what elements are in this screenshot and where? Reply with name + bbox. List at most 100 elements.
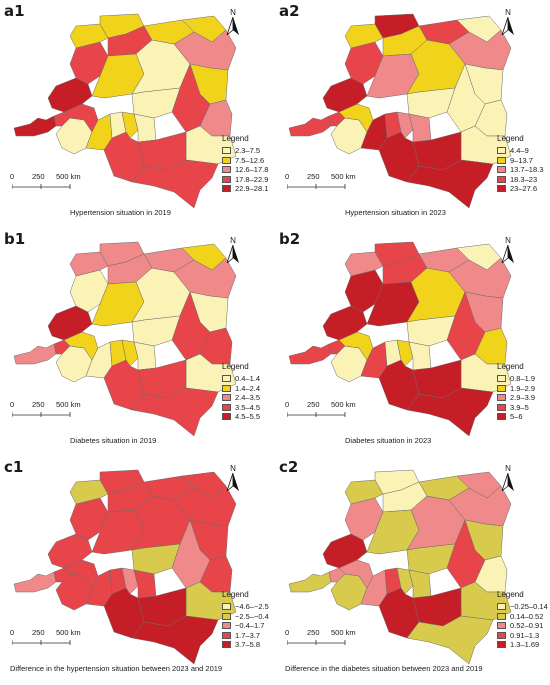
legend-title: Legend xyxy=(497,590,524,599)
province-haut-katanga xyxy=(406,159,494,209)
north-label: N xyxy=(230,8,236,17)
panel-c2: c2 N Legend −0.25–0.14 0.14–0.52 0.52–0.91 0.9… xyxy=(275,456,550,684)
province-maniema xyxy=(446,291,486,361)
scale-tick-label: 0 xyxy=(285,172,290,181)
legend: Legend 0.8–1.9 1.9–2.9 2.9–3.9 3.9–5 5–6 xyxy=(497,362,535,422)
scale-tick-label: 0 xyxy=(285,400,290,409)
map-caption: Difference in the diabetes situation bet… xyxy=(285,664,483,673)
scale-tick-label: 500 km xyxy=(331,628,356,637)
province-equateur xyxy=(344,269,384,313)
province-kongo-central xyxy=(288,343,332,365)
legend-swatch xyxy=(222,185,231,193)
legend-entry: −2.5–−0.4 xyxy=(222,612,269,622)
legend-label: −2.5–−0.4 xyxy=(235,611,269,621)
province-kasai-oriental xyxy=(396,339,414,367)
choropleth-map xyxy=(288,469,512,665)
legend-swatch xyxy=(497,375,506,383)
legend-entry: 0.8–1.9 xyxy=(497,374,535,384)
panel-label: c1 xyxy=(4,458,24,476)
province-lomami xyxy=(408,569,432,599)
legend-entry: 2.4–3.5 xyxy=(222,393,260,403)
province-haut-katanga xyxy=(131,159,219,209)
legend-swatch xyxy=(497,603,506,611)
legend-entry: 12.6–17.8 xyxy=(222,165,268,175)
province-maniema xyxy=(171,519,211,589)
scale-tick-label: 250 xyxy=(307,400,320,409)
north-arrow-icon: N xyxy=(225,464,241,491)
choropleth-map xyxy=(13,469,237,665)
legend-swatch xyxy=(497,185,506,193)
legend-swatch xyxy=(497,147,506,155)
legend-label: −0.4–1.7 xyxy=(235,621,265,631)
legend-entry: 7.5–12.6 xyxy=(222,156,268,166)
legend-entry: 3.5–4.5 xyxy=(222,403,260,413)
legend-entry: 2.3–7.5 xyxy=(222,146,268,156)
legend: Legend 4.4–9 9–13.7 13.7–18.3 18.3–23 23–27.6 xyxy=(497,134,543,194)
scale-bar: 0 250 500 km xyxy=(285,400,445,417)
north-arrow-icon: N xyxy=(500,8,516,35)
legend-label: −0.25–0.14 xyxy=(510,602,548,612)
map-caption: Hypertension situation in 2019 xyxy=(70,208,171,217)
map-caption: Difference in the hypertension situation… xyxy=(10,664,223,673)
province-kasai-oriental xyxy=(121,111,139,139)
choropleth-map xyxy=(288,241,512,437)
legend-swatch xyxy=(497,641,506,649)
north-label: N xyxy=(505,236,511,245)
panel-a2: a2 N Legend 4.4–9 9–13.7 13.7–18.3 18.3–23 23–2… xyxy=(275,0,550,228)
scale-tick-label: 500 km xyxy=(331,400,356,409)
scale-tick-label: 500 km xyxy=(56,400,81,409)
map-caption: Diabetes situation in 2023 xyxy=(345,436,432,445)
legend-swatch xyxy=(222,166,231,174)
legend-label: −4.6–−2.5 xyxy=(235,602,269,612)
province-lomami xyxy=(408,341,432,371)
legend-swatch xyxy=(497,156,506,164)
legend-entry: 1.7–3.7 xyxy=(222,631,269,641)
legend-label: 18.3–23 xyxy=(510,174,538,184)
province-kasai-oriental xyxy=(396,567,414,595)
legend-entry: 1.9–2.9 xyxy=(497,384,535,394)
legend: Legend −0.25–0.14 0.14–0.52 0.52–0.91 0.91–1… xyxy=(497,590,548,650)
legend-label: 0.14–0.52 xyxy=(510,611,544,621)
legend-label: 0.8–1.9 xyxy=(510,374,536,384)
choropleth-map xyxy=(288,13,512,209)
legend-entry: −0.25–0.14 xyxy=(497,602,548,612)
legend-swatch xyxy=(222,413,231,421)
scale-tick-label: 500 km xyxy=(331,172,356,181)
legend-swatch xyxy=(222,641,231,649)
scale-tick-label: 250 xyxy=(32,172,45,181)
scale-tick-label: 500 km xyxy=(56,172,81,181)
legend-swatch xyxy=(222,394,231,402)
legend-label: 0.52–0.91 xyxy=(510,621,544,631)
legend-title: Legend xyxy=(497,362,524,371)
scale-tick-label: 250 xyxy=(307,172,320,181)
legend-entry: 0.4–1.4 xyxy=(222,374,260,384)
legend-label: 13.7–18.3 xyxy=(510,165,544,175)
legend-swatch xyxy=(497,384,506,392)
legend-swatch xyxy=(222,147,231,155)
scale-tick-label: 250 xyxy=(32,400,45,409)
legend-entry: 23–27.6 xyxy=(497,184,543,194)
north-label: N xyxy=(230,236,236,245)
legend-swatch xyxy=(222,175,231,183)
province-haut-katanga xyxy=(406,387,494,437)
panel-c1: c1 N Legend −4.6–−2.5 −2.5–−0.4 −0.4–1.7 1.7–3… xyxy=(0,456,275,684)
legend-label: 9–13.7 xyxy=(510,155,533,165)
legend-label: 0.91–1.3 xyxy=(510,630,540,640)
scale-bar: 0 250 500 km xyxy=(285,628,445,645)
legend-label: 22.9–28.1 xyxy=(235,184,269,194)
legend-label: 17.8–22.9 xyxy=(235,174,269,184)
panel-label: c2 xyxy=(279,458,299,476)
north-label: N xyxy=(505,464,511,473)
legend-swatch xyxy=(497,403,506,411)
legend-title: Legend xyxy=(222,134,249,143)
scale-bar: 0 250 500 km xyxy=(10,628,170,645)
choropleth-map xyxy=(13,13,237,209)
legend-swatch xyxy=(497,631,506,639)
scale-tick-label: 500 km xyxy=(56,628,81,637)
legend-label: 3.5–4.5 xyxy=(235,402,261,412)
province-lomami xyxy=(133,341,157,371)
legend-swatch xyxy=(222,603,231,611)
legend-entry: 0.14–0.52 xyxy=(497,612,548,622)
north-label: N xyxy=(505,8,511,17)
province-haut-katanga xyxy=(406,615,494,665)
